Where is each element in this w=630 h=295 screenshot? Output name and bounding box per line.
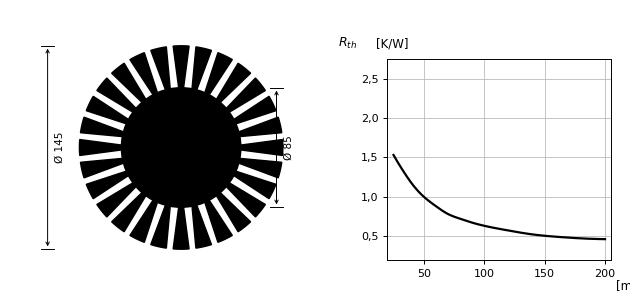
Polygon shape	[173, 205, 189, 249]
Polygon shape	[130, 199, 158, 242]
Polygon shape	[225, 182, 265, 217]
Polygon shape	[215, 63, 251, 104]
Text: $R_{th}$: $R_{th}$	[338, 36, 357, 51]
Polygon shape	[173, 46, 189, 90]
Polygon shape	[112, 63, 147, 104]
Text: [mm]: [mm]	[616, 279, 630, 292]
Polygon shape	[151, 47, 170, 91]
Polygon shape	[86, 96, 130, 124]
Text: Ø 85: Ø 85	[284, 135, 294, 160]
Polygon shape	[204, 199, 232, 242]
Polygon shape	[215, 191, 251, 232]
Polygon shape	[225, 78, 265, 113]
Polygon shape	[151, 204, 170, 248]
Text: Ø 145: Ø 145	[55, 132, 66, 163]
Polygon shape	[97, 78, 137, 113]
Polygon shape	[232, 96, 276, 124]
Text: [K/W]: [K/W]	[376, 38, 409, 51]
Polygon shape	[112, 191, 147, 232]
Circle shape	[122, 88, 241, 207]
Polygon shape	[192, 47, 212, 91]
Polygon shape	[81, 158, 125, 178]
Polygon shape	[79, 140, 123, 155]
Polygon shape	[192, 204, 212, 248]
Polygon shape	[97, 182, 137, 217]
Polygon shape	[130, 53, 158, 96]
Polygon shape	[237, 158, 282, 178]
Polygon shape	[204, 53, 232, 96]
Polygon shape	[237, 117, 282, 137]
Polygon shape	[81, 117, 125, 137]
Polygon shape	[232, 171, 276, 199]
Polygon shape	[239, 140, 283, 155]
Polygon shape	[86, 171, 130, 199]
